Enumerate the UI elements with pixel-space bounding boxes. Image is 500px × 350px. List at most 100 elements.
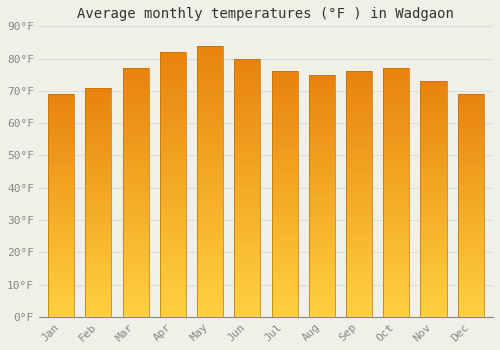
Bar [160, 203, 186, 206]
Bar [234, 304, 260, 307]
Bar [197, 189, 223, 192]
Bar [86, 145, 112, 147]
Bar [86, 315, 112, 317]
Bar [346, 98, 372, 101]
Bar [122, 267, 148, 270]
Bar [383, 289, 409, 292]
Bar [197, 48, 223, 51]
Bar [420, 164, 446, 166]
Bar [458, 152, 483, 154]
Bar [420, 208, 446, 211]
Bar [420, 138, 446, 140]
Bar [86, 299, 112, 301]
Bar [197, 178, 223, 181]
Bar [346, 300, 372, 302]
Bar [346, 71, 372, 74]
Bar [420, 117, 446, 119]
Bar [346, 155, 372, 158]
Bar [383, 227, 409, 230]
Bar [308, 75, 335, 77]
Bar [308, 234, 335, 237]
Bar [86, 273, 112, 275]
Bar [48, 105, 74, 107]
Bar [160, 264, 186, 266]
Bar [458, 112, 483, 114]
Bar [346, 113, 372, 116]
Bar [122, 120, 148, 123]
Bar [308, 164, 335, 167]
Bar [458, 315, 483, 317]
Bar [197, 162, 223, 165]
Bar [234, 126, 260, 128]
Bar [197, 56, 223, 59]
Bar [122, 292, 148, 294]
Bar [346, 106, 372, 108]
Bar [160, 84, 186, 86]
Bar [308, 179, 335, 181]
Bar [197, 165, 223, 168]
Bar [234, 273, 260, 275]
Bar [383, 106, 409, 108]
Bar [48, 125, 74, 127]
Bar [308, 276, 335, 278]
Bar [420, 279, 446, 281]
Bar [86, 198, 112, 200]
Bar [272, 258, 297, 260]
Bar [160, 240, 186, 243]
Bar [122, 133, 148, 135]
Bar [160, 280, 186, 282]
Bar [420, 178, 446, 180]
Bar [346, 214, 372, 216]
Bar [308, 121, 335, 123]
Bar [346, 145, 372, 147]
Bar [308, 167, 335, 169]
Bar [234, 296, 260, 299]
Bar [86, 204, 112, 207]
Bar [197, 281, 223, 284]
Bar [86, 271, 112, 273]
Bar [48, 170, 74, 172]
Bar [234, 167, 260, 170]
Bar [346, 275, 372, 278]
Bar [458, 306, 483, 308]
Bar [420, 102, 446, 105]
Bar [160, 132, 186, 134]
Bar [346, 290, 372, 292]
Bar [86, 289, 112, 292]
Bar [383, 309, 409, 312]
Bar [308, 198, 335, 201]
Bar [308, 203, 335, 205]
Bar [346, 229, 372, 231]
Bar [48, 263, 74, 266]
Bar [383, 285, 409, 287]
Bar [197, 54, 223, 56]
Bar [86, 111, 112, 113]
Bar [160, 224, 186, 227]
Bar [160, 298, 186, 301]
Bar [160, 296, 186, 298]
Bar [458, 297, 483, 299]
Bar [122, 185, 148, 188]
Bar [122, 83, 148, 86]
Bar [122, 108, 148, 111]
Bar [86, 142, 112, 145]
Bar [48, 94, 74, 317]
Bar [272, 116, 297, 118]
Bar [160, 211, 186, 213]
Bar [122, 168, 148, 170]
Bar [86, 122, 112, 124]
Bar [308, 266, 335, 268]
Bar [458, 281, 483, 284]
Bar [346, 128, 372, 130]
Bar [346, 71, 372, 317]
Bar [122, 175, 148, 177]
Bar [122, 297, 148, 299]
Bar [48, 303, 74, 306]
Bar [272, 229, 297, 231]
Bar [420, 126, 446, 128]
Bar [308, 251, 335, 254]
Bar [234, 120, 260, 123]
Bar [122, 210, 148, 212]
Bar [122, 314, 148, 317]
Bar [122, 202, 148, 205]
